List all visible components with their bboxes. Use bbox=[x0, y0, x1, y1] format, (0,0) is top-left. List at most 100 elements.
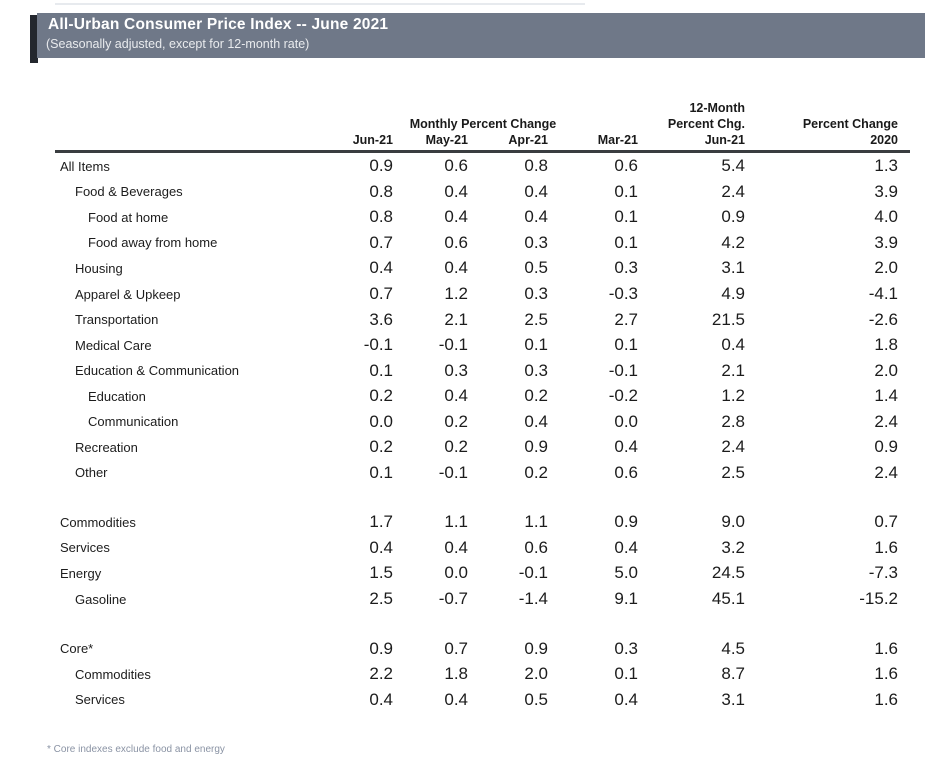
value-cell: -0.7 bbox=[438, 589, 468, 609]
header-row-2: Monthly Percent Change Percent Chg. Perc… bbox=[55, 115, 910, 131]
value-cell: -0.1 bbox=[518, 563, 548, 583]
value-cell: 2.5 bbox=[369, 589, 393, 609]
section-gap bbox=[55, 486, 910, 510]
value-cell: 2.7 bbox=[614, 309, 638, 329]
row-label: Apparel & Upkeep bbox=[75, 286, 181, 302]
value-cell: 0.6 bbox=[614, 462, 638, 482]
value-cell: 0.4 bbox=[444, 258, 468, 278]
header-rule bbox=[55, 150, 910, 153]
col-header-mar21: Mar-21 bbox=[597, 133, 638, 147]
value-cell: 0.9 bbox=[369, 638, 393, 658]
table-row: Core* 0.9 0.7 0.9 0.3 4.5 1.6 bbox=[55, 636, 910, 662]
value-cell: 0.4 bbox=[444, 386, 468, 406]
value-cell: 0.0 bbox=[444, 563, 468, 583]
row-label: Core* bbox=[60, 641, 94, 657]
table-row: Recreation 0.2 0.2 0.9 0.4 2.4 0.9 bbox=[55, 435, 910, 461]
value-cell: 0.4 bbox=[444, 537, 468, 557]
value-cell: 2.5 bbox=[524, 309, 548, 329]
value-cell: 0.4 bbox=[444, 689, 468, 709]
value-cell: -0.2 bbox=[608, 386, 638, 406]
row-label: Other bbox=[75, 465, 108, 481]
value-cell: 3.9 bbox=[874, 181, 898, 201]
col-group-percent-change: Percent Change bbox=[802, 117, 898, 131]
table-row: Gasoline 2.5 -0.7 -1.4 9.1 45.1 -15.2 bbox=[55, 586, 910, 612]
table-row: Food at home 0.8 0.4 0.4 0.1 0.9 4.0 bbox=[55, 205, 910, 231]
value-cell: 0.0 bbox=[369, 411, 393, 431]
value-cell: 0.0 bbox=[614, 411, 638, 431]
value-cell: 1.6 bbox=[874, 689, 898, 709]
value-cell: 0.2 bbox=[524, 462, 548, 482]
value-cell: 0.9 bbox=[614, 512, 638, 532]
row-label: Education & Communication bbox=[75, 363, 240, 379]
value-cell: 0.1 bbox=[369, 462, 393, 482]
value-cell: 2.1 bbox=[444, 309, 468, 329]
row-label: Medical Care bbox=[75, 337, 152, 353]
value-cell: 1.6 bbox=[874, 664, 898, 684]
title-bar: All-Urban Consumer Price Index -- June 2… bbox=[37, 13, 925, 58]
table-row: Apparel & Upkeep 0.7 1.2 0.3 -0.3 4.9 -4.1 bbox=[55, 281, 910, 307]
col-group-monthly: Monthly Percent Change bbox=[409, 117, 557, 131]
value-cell: 2.0 bbox=[874, 258, 898, 278]
page-title: All-Urban Consumer Price Index -- June 2… bbox=[48, 16, 389, 33]
value-cell: 0.4 bbox=[614, 689, 638, 709]
value-cell: -2.6 bbox=[868, 309, 898, 329]
value-cell: -7.3 bbox=[868, 563, 898, 583]
value-cell: 0.4 bbox=[369, 537, 393, 557]
table-row: Education & Communication 0.1 0.3 0.3 -0.1 2… bbox=[55, 358, 910, 384]
col-header-2020: 2020 bbox=[870, 133, 898, 147]
value-cell: 1.1 bbox=[524, 512, 548, 532]
col-header-12mo-jun21: Jun-21 bbox=[704, 133, 745, 147]
value-cell: 3.2 bbox=[721, 537, 745, 557]
value-cell: 0.5 bbox=[524, 258, 548, 278]
value-cell: -4.1 bbox=[868, 284, 898, 303]
value-cell: 0.3 bbox=[524, 360, 548, 380]
row-label: Education bbox=[88, 388, 146, 404]
value-cell: 0.1 bbox=[614, 207, 638, 227]
table-row: All Items 0.9 0.6 0.8 0.6 5.4 1.3 bbox=[55, 154, 910, 180]
value-cell: 0.4 bbox=[721, 335, 745, 355]
table-row: Medical Care -0.1 -0.1 0.1 0.1 0.4 1.8 bbox=[55, 332, 910, 358]
col-header-jun21: Jun-21 bbox=[352, 133, 393, 147]
value-cell: -0.1 bbox=[608, 360, 638, 380]
table-row: Education 0.2 0.4 0.2 -0.2 1.2 1.4 bbox=[55, 383, 910, 409]
value-cell: 0.4 bbox=[369, 258, 393, 278]
value-cell: 0.4 bbox=[614, 537, 638, 557]
value-cell: 9.0 bbox=[721, 512, 745, 532]
value-cell: -0.3 bbox=[608, 284, 638, 303]
value-cell: 5.0 bbox=[614, 563, 638, 583]
value-cell: 0.6 bbox=[444, 156, 468, 176]
value-cell: 3.1 bbox=[721, 689, 745, 709]
table-row: Commodities 1.7 1.1 1.1 0.9 9.0 0.7 bbox=[55, 510, 910, 536]
value-cell: -0.1 bbox=[438, 462, 468, 482]
row-label: All Items bbox=[60, 158, 110, 174]
header-row-3: Jun-21 May-21 Apr-21 Mar-21 Jun-21 2020 bbox=[55, 131, 910, 147]
value-cell: 0.3 bbox=[524, 232, 548, 252]
row-label: Services bbox=[60, 540, 110, 556]
value-cell: 2.4 bbox=[874, 411, 898, 431]
value-cell: 0.4 bbox=[369, 689, 393, 709]
value-cell: 0.6 bbox=[524, 537, 548, 557]
value-cell: 0.1 bbox=[614, 232, 638, 252]
row-label: Transportation bbox=[75, 312, 159, 328]
value-cell: 0.2 bbox=[444, 437, 468, 457]
value-cell: 0.9 bbox=[524, 638, 548, 658]
value-cell: 0.4 bbox=[524, 411, 548, 431]
value-cell: 45.1 bbox=[711, 589, 745, 609]
value-cell: 0.4 bbox=[524, 207, 548, 227]
row-label: Food & Beverages bbox=[75, 184, 183, 200]
row-label: Recreation bbox=[75, 439, 138, 455]
value-cell: 1.2 bbox=[444, 284, 468, 303]
header-row-1: 12-Month bbox=[55, 99, 910, 115]
value-cell: 8.7 bbox=[721, 664, 745, 684]
value-cell: 0.8 bbox=[524, 156, 548, 176]
section-gap bbox=[55, 612, 910, 636]
table-row: Communication 0.0 0.2 0.4 0.0 2.8 2.4 bbox=[55, 409, 910, 435]
value-cell: 9.1 bbox=[614, 589, 638, 609]
value-cell: 0.1 bbox=[614, 664, 638, 684]
value-cell: 0.2 bbox=[524, 386, 548, 406]
col-header-may21: May-21 bbox=[425, 133, 468, 147]
value-cell: 0.9 bbox=[369, 156, 393, 176]
value-cell: 2.1 bbox=[721, 360, 745, 380]
value-cell: 2.4 bbox=[721, 437, 745, 457]
